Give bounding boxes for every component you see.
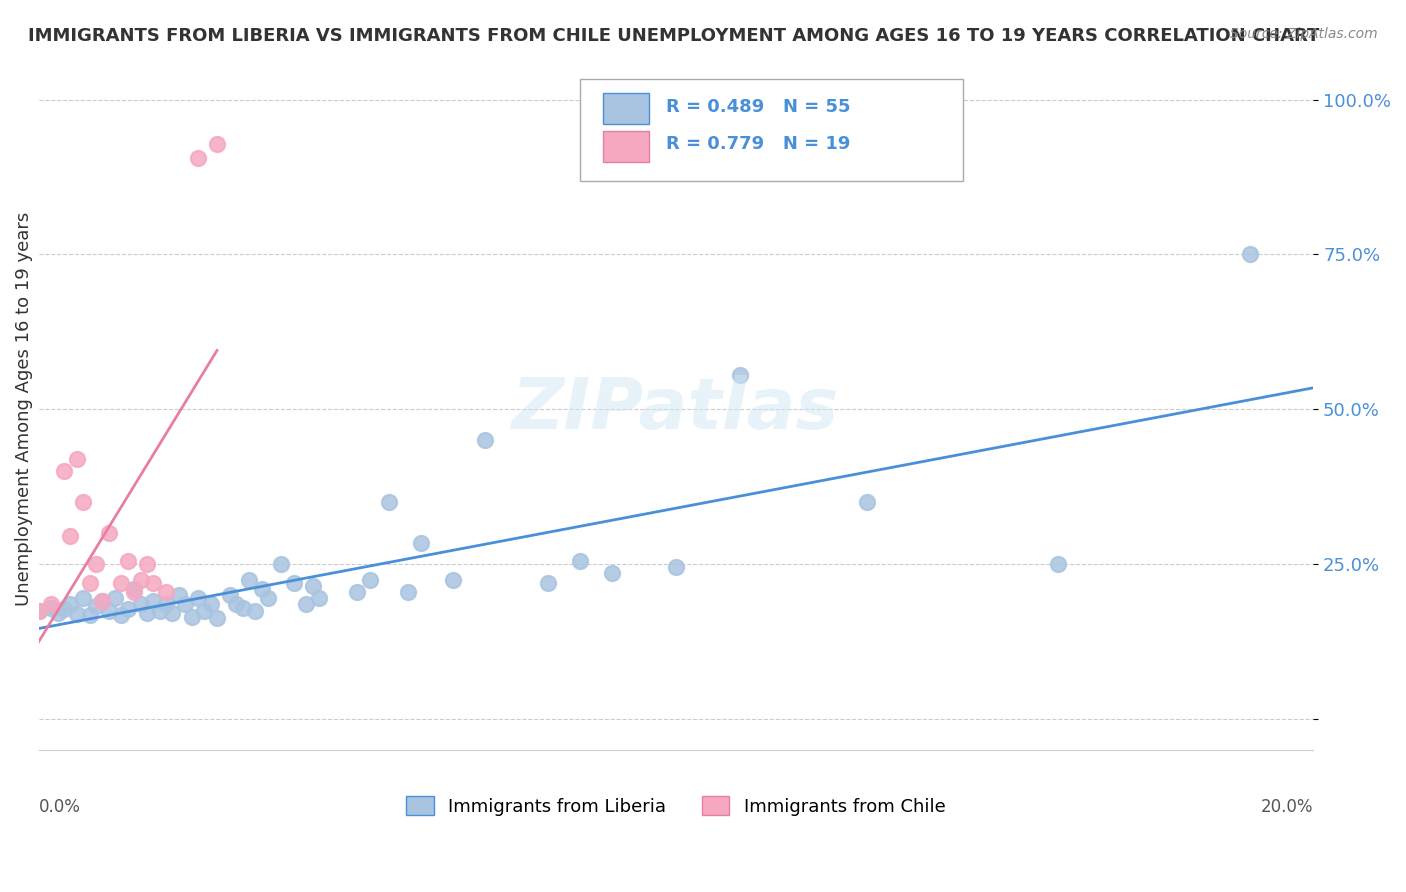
Point bbox=[257, 591, 280, 606]
Point bbox=[110, 607, 132, 622]
Point bbox=[110, 575, 132, 590]
Point bbox=[155, 585, 177, 599]
Point bbox=[97, 604, 120, 618]
Point bbox=[283, 575, 305, 590]
Point bbox=[205, 611, 228, 625]
Point bbox=[66, 451, 89, 466]
Point bbox=[27, 604, 49, 618]
Y-axis label: Unemployment Among Ages 16 to 19 years: Unemployment Among Ages 16 to 19 years bbox=[15, 212, 32, 607]
Point bbox=[409, 535, 432, 549]
Text: ZIPatlas: ZIPatlas bbox=[512, 375, 839, 444]
Point bbox=[59, 598, 82, 612]
Point bbox=[441, 573, 464, 587]
Point bbox=[728, 368, 751, 383]
Point bbox=[155, 598, 177, 612]
Point bbox=[569, 554, 592, 568]
Text: R = 0.489   N = 55: R = 0.489 N = 55 bbox=[665, 98, 851, 116]
Point bbox=[97, 526, 120, 541]
Point bbox=[39, 598, 62, 612]
Point bbox=[308, 591, 330, 606]
Point bbox=[301, 579, 323, 593]
Point bbox=[72, 591, 94, 606]
Point bbox=[53, 602, 76, 616]
Point bbox=[142, 575, 165, 590]
FancyBboxPatch shape bbox=[603, 130, 650, 161]
Point bbox=[193, 604, 215, 618]
Point bbox=[117, 554, 139, 568]
Point bbox=[72, 495, 94, 509]
Point bbox=[225, 598, 247, 612]
Point bbox=[117, 602, 139, 616]
Point bbox=[218, 588, 240, 602]
Point bbox=[135, 558, 157, 572]
Text: 20.0%: 20.0% bbox=[1261, 797, 1313, 816]
Point bbox=[84, 558, 107, 572]
Point bbox=[129, 598, 152, 612]
Point bbox=[474, 434, 496, 448]
Point bbox=[122, 585, 145, 599]
Point bbox=[39, 600, 62, 615]
Text: 0.0%: 0.0% bbox=[38, 797, 80, 816]
Point bbox=[27, 604, 49, 618]
Point bbox=[231, 600, 253, 615]
Point bbox=[53, 464, 76, 478]
Point bbox=[46, 606, 69, 620]
Point bbox=[167, 588, 190, 602]
Point bbox=[600, 566, 623, 581]
Point bbox=[91, 594, 114, 608]
Point bbox=[174, 598, 197, 612]
Point bbox=[665, 560, 688, 574]
Point bbox=[122, 582, 145, 596]
Point bbox=[79, 607, 101, 622]
Point bbox=[129, 573, 152, 587]
Point bbox=[295, 598, 318, 612]
Point bbox=[359, 573, 381, 587]
Point bbox=[180, 610, 202, 624]
Point bbox=[250, 582, 273, 596]
Point bbox=[104, 591, 127, 606]
Point bbox=[396, 585, 419, 599]
Point bbox=[66, 607, 89, 621]
Point bbox=[79, 575, 101, 590]
Point bbox=[205, 137, 228, 152]
Point bbox=[200, 598, 222, 612]
Point bbox=[149, 604, 172, 618]
Point bbox=[187, 591, 209, 606]
Point bbox=[84, 599, 107, 614]
Legend: Immigrants from Liberia, Immigrants from Chile: Immigrants from Liberia, Immigrants from… bbox=[399, 789, 953, 822]
Point bbox=[187, 152, 209, 166]
Point bbox=[270, 558, 292, 572]
Point bbox=[856, 495, 879, 509]
Point bbox=[59, 529, 82, 543]
FancyBboxPatch shape bbox=[581, 78, 963, 181]
Point bbox=[1047, 558, 1070, 572]
Point bbox=[537, 575, 560, 590]
Point bbox=[346, 585, 368, 599]
FancyBboxPatch shape bbox=[603, 93, 650, 124]
Point bbox=[142, 594, 165, 608]
Text: R = 0.779   N = 19: R = 0.779 N = 19 bbox=[665, 136, 851, 153]
Point bbox=[238, 573, 260, 587]
Point bbox=[245, 604, 267, 618]
Point bbox=[91, 594, 114, 608]
Text: Source: ZipAtlas.com: Source: ZipAtlas.com bbox=[1230, 27, 1378, 41]
Point bbox=[1239, 247, 1261, 261]
Text: IMMIGRANTS FROM LIBERIA VS IMMIGRANTS FROM CHILE UNEMPLOYMENT AMONG AGES 16 TO 1: IMMIGRANTS FROM LIBERIA VS IMMIGRANTS FR… bbox=[28, 27, 1319, 45]
Point bbox=[162, 606, 184, 620]
Point bbox=[135, 606, 157, 620]
Point bbox=[378, 495, 401, 509]
